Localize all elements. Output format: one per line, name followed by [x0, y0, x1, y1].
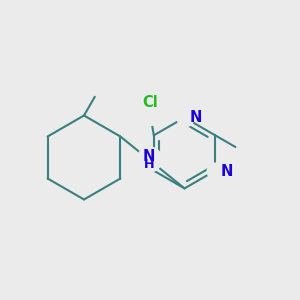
Text: H: H	[144, 158, 154, 171]
Text: N: N	[190, 110, 202, 124]
Text: N: N	[220, 164, 233, 179]
Text: N: N	[143, 149, 155, 164]
Text: Cl: Cl	[142, 95, 158, 110]
